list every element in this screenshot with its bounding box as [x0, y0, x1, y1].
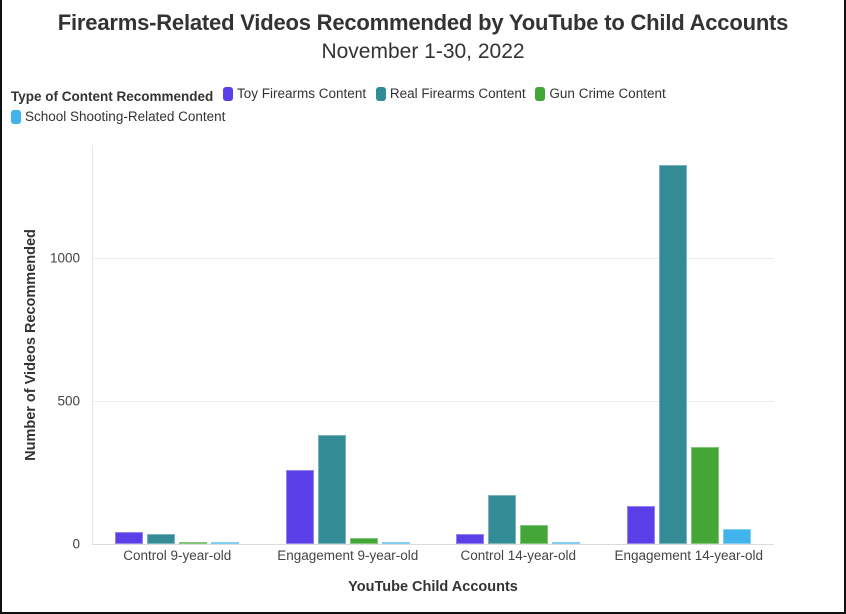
legend-item-real-firearms[interactable]: Real Firearms Content [375, 84, 526, 104]
x-axis-label: YouTube Child Accounts [348, 579, 518, 595]
x-tick-label: Engagement 14-year-old [614, 548, 764, 563]
legend-swatch-icon [11, 110, 21, 124]
legend: Type of Content Recommended Toy Firearms… [11, 84, 771, 130]
legend-label: Gun Crime Content [549, 86, 666, 101]
y-axis-label: Number of Videos Recommended [23, 229, 39, 461]
bar[interactable] [658, 165, 687, 544]
legend-item-school-shooting[interactable]: School Shooting-Related Content [11, 107, 225, 127]
bar[interactable] [317, 434, 346, 544]
bar[interactable] [179, 542, 208, 544]
legend-title: Type of Content Recommended [11, 89, 214, 104]
bar[interactable] [722, 529, 751, 544]
legend-label: School Shooting-Related Content [25, 109, 226, 124]
x-tick-label: Control 9-year-old [123, 548, 232, 563]
legend-item-toy-firearms[interactable]: Toy Firearms Content [223, 84, 366, 104]
legend-swatch-icon [535, 87, 546, 101]
gridline [92, 258, 774, 259]
bar[interactable] [626, 505, 655, 544]
legend-label: Real Firearms Content [389, 86, 526, 101]
plot-area: 0 500 1000 Control 9-year-old Engagement 9-y… [50, 145, 774, 563]
bar[interactable] [520, 525, 549, 544]
bar[interactable] [349, 538, 378, 544]
bar[interactable] [285, 469, 314, 544]
bar[interactable] [381, 542, 410, 544]
bar[interactable] [552, 542, 581, 544]
y-tick-label: 500 [57, 393, 80, 409]
x-tick-label: Control 14-year-old [460, 548, 577, 563]
x-tick-label: Engagement 9-year-old [277, 548, 419, 563]
y-tick-label: 1000 [49, 250, 80, 266]
chart-title: Firearms-Related Videos Recommended by Y… [57, 10, 789, 35]
bar[interactable] [211, 542, 240, 544]
bar[interactable] [147, 534, 176, 544]
bar[interactable] [456, 534, 485, 544]
y-axis-line [92, 145, 93, 544]
legend-swatch-icon [223, 87, 234, 101]
x-axis-baseline [92, 544, 774, 545]
legend-swatch-icon [375, 87, 386, 101]
chart-subtitle: November 1-30, 2022 [321, 40, 525, 63]
gridline [92, 401, 774, 402]
legend-item-gun-crime[interactable]: Gun Crime Content [535, 84, 666, 104]
bar[interactable] [115, 532, 144, 544]
y-tick-label: 0 [72, 536, 80, 552]
bar[interactable] [690, 446, 719, 544]
legend-label: Toy Firearms Content [237, 86, 367, 101]
bar[interactable] [488, 494, 517, 544]
